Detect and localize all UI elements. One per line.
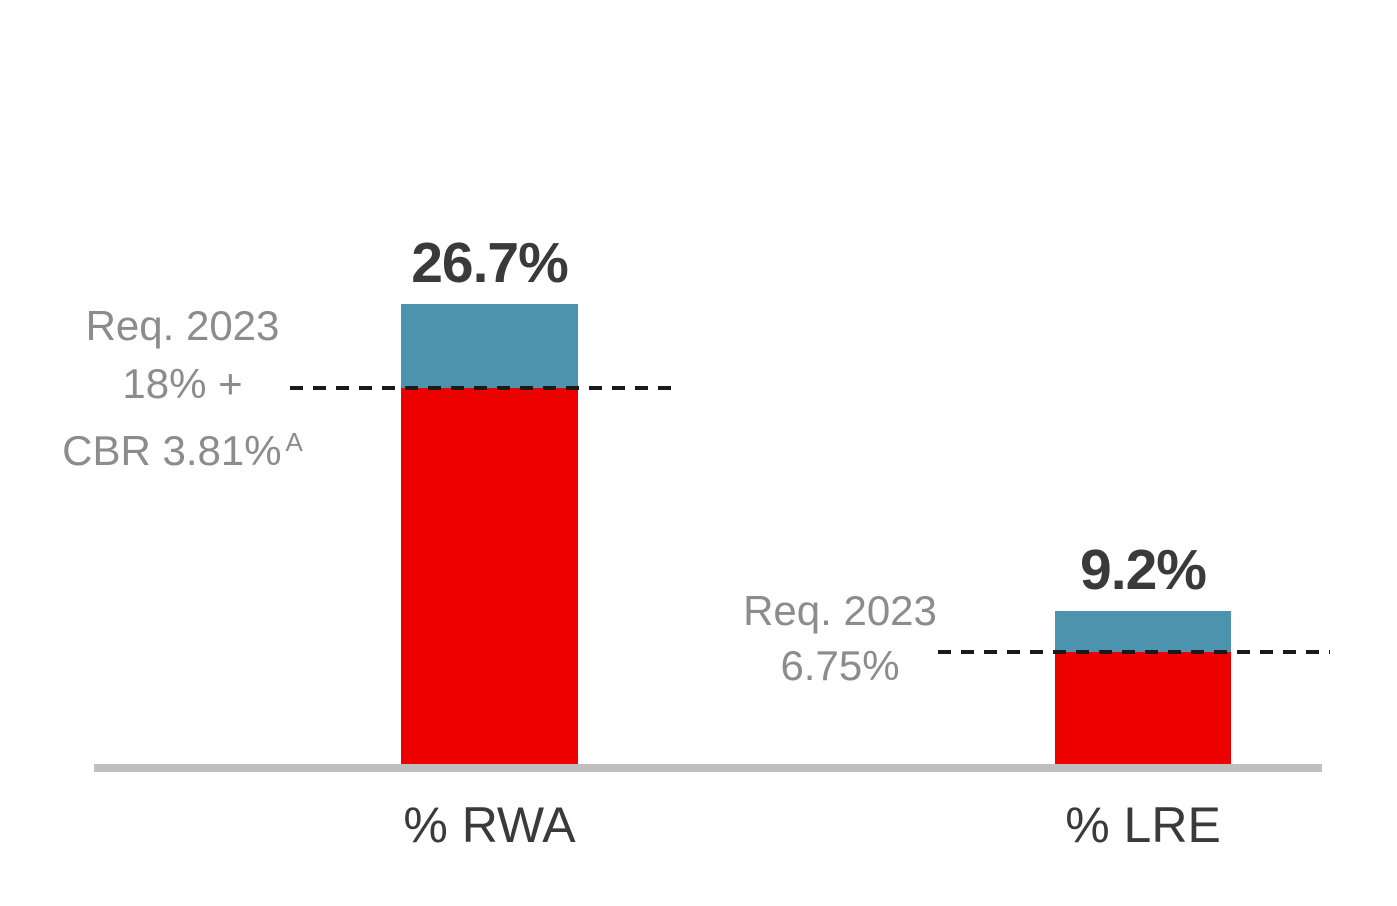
rwa-bar: [401, 304, 578, 764]
lre-buffer-segment: [1055, 611, 1231, 652]
rwa-buffer-segment: [401, 304, 578, 388]
annotation-line: CBR 3.81% A: [62, 427, 303, 474]
rwa-category-label: % RWA: [403, 797, 576, 853]
lre-requirement-segment: [1055, 652, 1231, 764]
lre-bar: [1055, 611, 1231, 764]
rwa-requirement-annotation: Req. 2023 18% + CBR 3.81% A: [30, 297, 335, 480]
lre-category-label: % LRE: [1065, 797, 1221, 853]
lre-total-value: 9.2%: [1080, 538, 1207, 602]
rwa-total-value: 26.7%: [411, 231, 569, 295]
x-axis-line: [94, 764, 1322, 772]
footnote-marker: A: [285, 427, 303, 457]
annotation-line: Req. 2023: [743, 587, 937, 634]
rwa-requirement-segment: [401, 388, 578, 764]
rwa-requirement-dashed-line: [290, 386, 678, 390]
annotation-line: Req. 2023: [85, 302, 280, 349]
lre-requirement-dashed-line: [938, 650, 1330, 654]
lre-requirement-annotation: Req. 2023 6.75%: [690, 583, 990, 693]
annotation-line: 6.75%: [780, 642, 900, 689]
annotation-line: 18% +: [122, 360, 243, 407]
